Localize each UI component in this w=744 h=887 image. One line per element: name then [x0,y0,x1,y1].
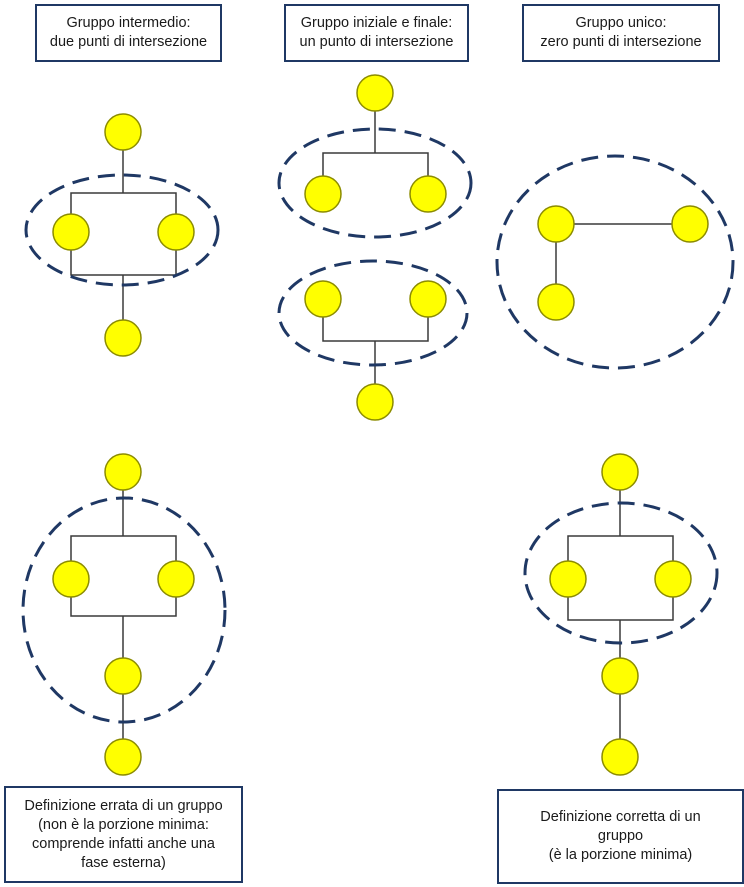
label-line: Gruppo unico: [575,15,667,31]
connector [322,152,429,194]
phase-node [409,280,447,318]
label-line: Definizione errata di un gruppo [24,797,223,814]
label-line: gruppo [597,828,644,844]
connector [70,535,177,579]
phase-node [356,74,394,112]
label-line: fase esterna) [81,854,166,871]
label-line: zero punti di intersezione [540,34,702,50]
phase-node [601,657,639,695]
phase-node [157,213,195,251]
phase-node [654,560,692,598]
phase-node [537,283,575,321]
phase-node [52,213,90,251]
label-line: (non è la porzione minima: [38,816,209,833]
label-wrong-definition: Definizione errata di un gruppo (non è l… [4,786,243,883]
group-ellipse-initial [277,127,473,239]
phase-node [601,738,639,776]
group-ellipse-correct [523,501,719,645]
label-line: Gruppo iniziale e finale: [300,15,453,31]
phase-node [671,205,709,243]
label-line: Definizione corretta di un [540,809,701,825]
phase-node [304,280,342,318]
label-initial-final-group: Gruppo iniziale e finale: un punto di in… [284,4,469,62]
label-single-group: Gruppo unico: zero punti di intersezione [522,4,720,62]
phase-node [537,205,575,243]
label-line: (è la porzione minima) [548,847,693,863]
phase-nodes [52,74,709,776]
phase-node [601,453,639,491]
phase-node [104,453,142,491]
group-ellipse-final [277,259,469,367]
connector [70,192,177,232]
phase-node [52,560,90,598]
phase-node [104,657,142,695]
label-correct-definition: Definizione corretta di un gruppo (è la … [497,789,744,884]
label-line: due punti di intersezione [49,34,208,50]
phase-node [157,560,195,598]
phase-node [104,319,142,357]
connector-lines [70,93,690,757]
phase-node [356,383,394,421]
group-ellipse-intermediate [24,173,220,287]
label-line: comprende infatti anche una [32,835,215,852]
phase-node [104,738,142,776]
phase-node [409,175,447,213]
label-line: Gruppo intermedio: [66,15,191,31]
phase-node [104,113,142,151]
group-ellipses [21,127,735,724]
label-line: un punto di intersezione [299,34,454,50]
connector [567,535,674,579]
group-ellipse-single [495,154,735,370]
label-intermediate-group: Gruppo intermedio: due punti di intersez… [35,4,222,62]
group-ellipse-wrong [21,496,227,724]
phase-node [549,560,587,598]
phase-node [304,175,342,213]
